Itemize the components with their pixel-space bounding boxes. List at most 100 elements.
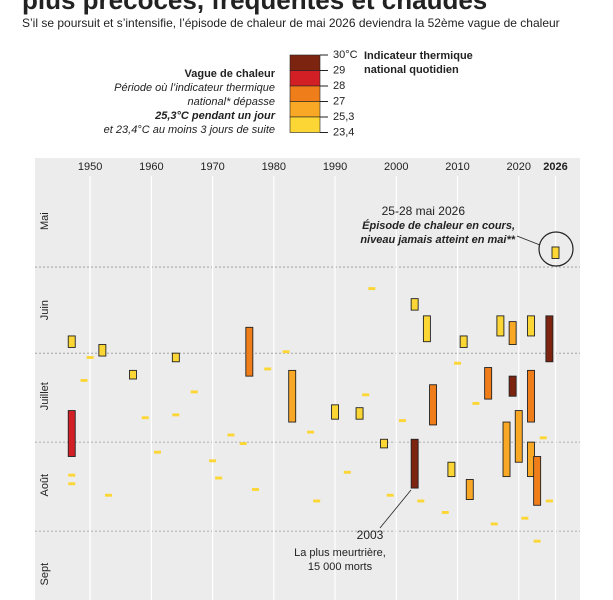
hot-day [398,419,406,423]
x-tick-label: 1970 [200,161,224,173]
hot-day [153,450,161,454]
hot-day [239,442,247,446]
hot-day [490,522,498,526]
scale-tick-label: 23,4 [333,126,354,138]
heatwave [98,344,107,357]
scale-tick-label: 30°C [333,49,358,61]
hot-day [215,476,223,480]
hot-day [104,493,112,497]
heatwave [484,367,493,400]
hot-day [545,499,553,503]
heatwave [551,246,560,259]
hot-day [533,539,541,543]
hot-day [472,401,480,405]
scale-tick-label: 27 [333,95,345,107]
x-tick-label: 1950 [78,161,102,173]
hot-day [521,516,529,520]
hot-day [190,390,198,394]
heatwave [508,375,517,397]
scale-swatch [289,54,321,71]
heatwave [429,384,437,426]
scale-title: national quotidien [364,64,459,76]
heatwave [465,479,474,500]
annotation: La plus meurtrière, [294,547,386,559]
hot-day [227,433,235,437]
hot-day [307,430,315,434]
heatwave [410,438,419,489]
heatwave [527,315,535,337]
heatwave [514,410,523,463]
heatwave [380,438,388,449]
hot-day [172,413,180,417]
hot-day [282,350,290,354]
heatwave [447,461,456,478]
x-tick-label: 1980 [262,161,286,173]
hot-day [417,499,425,503]
heatwave [288,369,297,423]
scale-tick-label: 29 [333,64,345,76]
x-tick-label: 2000 [384,161,408,173]
x-tick-label: 1960 [139,161,163,173]
heatwave [67,335,76,348]
scale-tick-label: 25,3 [333,111,354,123]
x-tick-label: 2020 [507,161,531,173]
hot-day [368,287,376,291]
hot-day [454,361,462,365]
highlight-circle [538,231,574,267]
hot-day [441,511,449,514]
scale-swatch [289,101,321,118]
legend-text: national* dépasse [188,96,275,108]
heatwave [527,369,535,423]
legend-text: 25,3°C pendant un jour [154,110,276,122]
scale-tick-label: 28 [333,80,345,92]
hot-day [68,482,76,486]
heatwave [533,456,542,506]
heatwave [422,315,431,343]
heatwave [508,321,517,346]
heatwave [171,352,180,363]
y-tick-label: Mai [39,212,51,230]
x-tick-label: 2026 [543,161,567,173]
annotation: niveau jamais atteint en mai** [360,234,515,246]
x-tick-label: 1990 [323,161,347,173]
annotation: Épisode de chaleur en cours, [362,219,515,232]
hot-day [539,436,547,440]
heatwave [410,298,419,311]
annotation: 15 000 morts [308,561,373,573]
y-tick-label: Août [39,474,51,497]
hot-day [86,356,94,359]
heatwave [67,410,76,457]
hot-day [264,367,272,371]
annotation-leader [516,235,541,246]
chart-title: plus précoces, fréquentes et chaudes [22,0,487,15]
y-tick-label: Juin [39,300,51,320]
annotation: 2003 [357,528,384,542]
hot-day [343,470,351,474]
scale-swatch [289,70,321,87]
heatwave [502,421,511,478]
heatwave [245,326,254,377]
hot-day [68,473,76,477]
heatwave [545,315,554,363]
hot-day [313,499,321,503]
legend-text: Période où l’indicateur thermique [114,82,275,94]
scale-swatch [289,116,321,133]
scale-title: Indicateur thermique [364,50,473,62]
scale-swatch [289,85,321,102]
x-tick-label: 2010 [445,161,469,173]
heatwave [129,369,137,380]
hot-day [362,393,370,397]
heatwave [459,335,468,348]
heatwave [331,404,340,420]
legend-text: et 23,4°C au moins 3 jours de suite [104,124,275,136]
hot-day [141,416,149,420]
heatwave [355,407,364,420]
annotation: 25-28 mai 2026 [382,204,466,218]
hot-day [251,488,259,491]
hot-day [80,379,88,382]
hot-day [209,459,217,463]
annotation-leader [379,489,412,529]
chart-subtitle: S’il se poursuit et s’intensifie, l’épis… [22,16,560,30]
legend-title: Vague de chaleur [185,68,276,80]
